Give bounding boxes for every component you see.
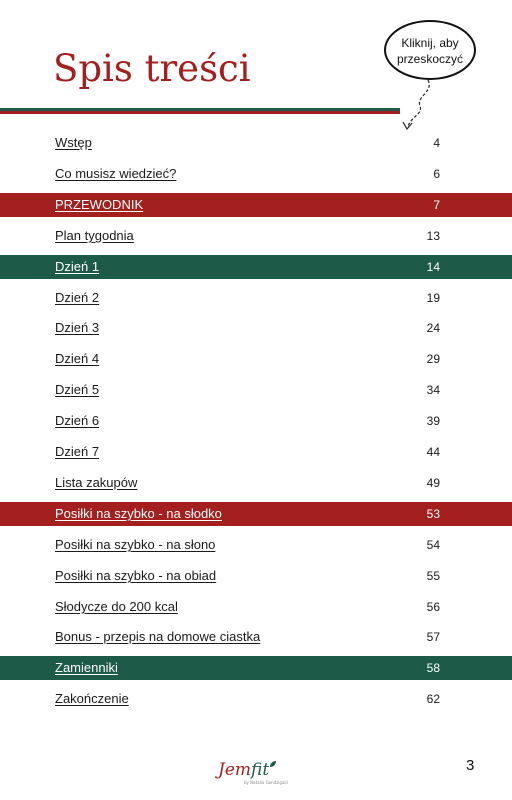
toc-page-number: 54 <box>426 538 440 552</box>
toc-row[interactable]: Dzień 6 39 <box>0 409 512 433</box>
page-title: Spis treści <box>53 47 251 90</box>
toc-page-number: 49 <box>426 476 440 490</box>
toc-page-number: 6 <box>433 167 440 181</box>
toc-link[interactable]: Posiłki na szybko - na obiad <box>55 568 217 583</box>
toc-link[interactable]: Co musisz wiedzieć? <box>55 166 177 181</box>
logo-byline: by Natalia Gondzigaill <box>244 780 288 785</box>
hint-bubble-text: Kliknij, aby przeskoczyć <box>386 35 474 67</box>
title-divider-green <box>0 108 400 111</box>
toc-link[interactable]: Bonus - przepis na domowe ciastka <box>55 629 261 644</box>
toc-link[interactable]: Lista zakupów <box>55 475 138 490</box>
toc-row[interactable]: Zakończenie 62 <box>0 687 512 711</box>
toc-link[interactable]: Dzień 6 <box>55 413 100 428</box>
toc-link[interactable]: Dzień 3 <box>55 320 100 335</box>
toc-page-number: 34 <box>426 383 440 397</box>
toc-page-number: 62 <box>426 692 440 706</box>
toc-row[interactable]: Co musisz wiedzieć? 6 <box>0 162 512 186</box>
toc-page-number: 56 <box>426 600 440 614</box>
toc-row[interactable]: Dzień 5 34 <box>0 378 512 402</box>
toc-link[interactable]: Wstęp <box>55 135 92 150</box>
toc-link[interactable]: Plan tygodnia <box>55 228 134 243</box>
title-divider-red <box>0 111 400 114</box>
hint-bubble: Kliknij, aby przeskoczyć <box>384 20 476 80</box>
toc-link[interactable]: Dzień 7 <box>55 444 100 459</box>
toc-row[interactable]: Posiłki na szybko - na słodko 53 <box>0 502 512 526</box>
toc-row[interactable]: Dzień 4 29 <box>0 347 512 371</box>
toc-link[interactable]: Dzień 5 <box>55 382 100 397</box>
toc-link[interactable]: PRZEWODNIK <box>55 197 144 212</box>
toc-row[interactable]: Plan tygodnia 13 <box>0 224 512 248</box>
toc-page-number: 7 <box>433 198 440 212</box>
toc-page-number: 57 <box>426 630 440 644</box>
toc-row[interactable]: Dzień 7 44 <box>0 440 512 464</box>
toc-link[interactable]: Posiłki na szybko - na słono <box>55 537 216 552</box>
toc-row[interactable]: Dzień 3 24 <box>0 316 512 340</box>
toc-row[interactable]: Słodycze do 200 kcal 56 <box>0 595 512 619</box>
toc-page-number: 13 <box>426 229 440 243</box>
toc-page-number: 19 <box>426 291 440 305</box>
hint-line-2: przeskoczyć <box>396 52 464 66</box>
toc-link[interactable]: Zakończenie <box>55 691 129 706</box>
page-number: 3 <box>466 757 475 774</box>
toc-row[interactable]: PRZEWODNIK 7 <box>0 193 512 217</box>
toc-row[interactable]: Bonus - przepis na domowe ciastka 57 <box>0 625 512 649</box>
hint-line-1: Kliknij, aby <box>401 36 459 50</box>
logo-wordmark: Jemfit <box>218 760 277 780</box>
toc-page-number: 58 <box>426 661 440 675</box>
toc-link[interactable]: Dzień 1 <box>55 259 100 274</box>
toc-page-number: 24 <box>426 321 440 335</box>
toc-row[interactable]: Wstęp 4 <box>0 131 512 155</box>
toc-page-number: 29 <box>426 352 440 366</box>
toc-row[interactable]: Posiłki na szybko - na obiad 55 <box>0 564 512 588</box>
toc-link[interactable]: Zamienniki <box>55 660 118 675</box>
jemfit-logo: Jemfit by Natalia Gondzigaill <box>218 760 298 792</box>
toc-row[interactable]: Dzień 2 19 <box>0 286 512 310</box>
toc-link[interactable]: Słodycze do 200 kcal <box>55 599 178 614</box>
toc-page-number: 53 <box>426 507 440 521</box>
toc-row[interactable]: Lista zakupów 49 <box>0 471 512 495</box>
toc-page-number: 39 <box>426 414 440 428</box>
toc-row[interactable]: Zamienniki 58 <box>0 656 512 680</box>
toc-link[interactable]: Dzień 4 <box>55 351 100 366</box>
toc-page-number: 14 <box>426 260 440 274</box>
leaf-icon <box>270 761 277 767</box>
toc-link[interactable]: Posiłki na szybko - na słodko <box>55 506 222 521</box>
toc-link[interactable]: Dzień 2 <box>55 290 100 305</box>
toc-page-number: 44 <box>426 445 440 459</box>
toc-row[interactable]: Posiłki na szybko - na słono 54 <box>0 533 512 557</box>
dashed-curved-arrow-icon <box>402 79 430 131</box>
toc-page-number: 55 <box>426 569 440 583</box>
toc-row[interactable]: Dzień 1 14 <box>0 255 512 279</box>
toc-page-number: 4 <box>433 136 440 150</box>
